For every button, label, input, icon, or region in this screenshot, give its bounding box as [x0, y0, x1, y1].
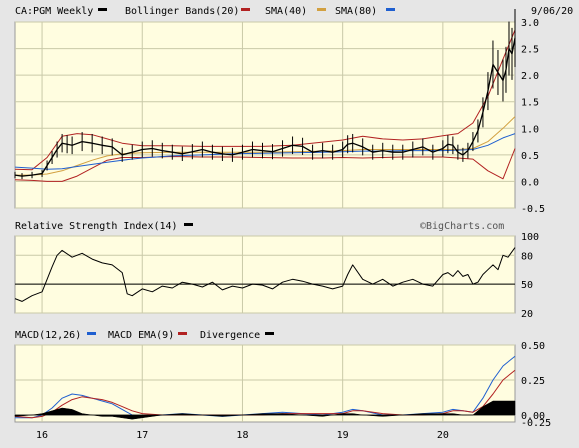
rsi-y-tick-label: 50	[521, 280, 533, 291]
price-series-sma-80	[14, 133, 516, 170]
rsi-plot-area	[14, 235, 516, 314]
price-plot-area	[14, 21, 516, 209]
price-y-tick-label: 1.5	[521, 98, 539, 109]
rsi-legend-swatch	[184, 223, 193, 226]
rsi-y-tick-label: 80	[521, 251, 533, 262]
x-tick-label: 18	[236, 430, 248, 441]
symbol-label: CA:PGM Weekly	[15, 6, 93, 17]
x-tick-label: 20	[437, 430, 449, 441]
x-tick-label: 16	[36, 430, 48, 441]
macd-y-axis: 0.50 0.25 0.00-0.25	[521, 341, 551, 429]
credit-label: ©BigCharts.com	[420, 221, 504, 232]
macd-legend-swatch-0	[87, 332, 96, 335]
legend-label-sma40: SMA(40)	[265, 6, 307, 17]
legend-swatch-bb	[241, 8, 250, 11]
price-y-tick-label: 1.0	[521, 124, 539, 135]
price-marks	[14, 8, 516, 182]
price-series-bb-lower	[14, 148, 516, 182]
macd-y-tick-label: 0.25	[521, 376, 545, 387]
x-axis: 16 17 18 19 20	[36, 430, 449, 441]
macd-marks	[14, 355, 516, 420]
rsi-panel-header: Relative Strength Index(14) ©BigCharts.c…	[15, 221, 504, 232]
macd-legend-label-0: MACD(12,26)	[15, 330, 81, 341]
price-series-price	[14, 37, 516, 177]
rsi-series-relative-strength-index-14	[14, 247, 516, 302]
rsi-y-tick-label: 20	[521, 309, 533, 320]
macd-legend-label-2: Divergence	[200, 330, 260, 341]
x-tick-label: 17	[136, 430, 148, 441]
price-y-tick-label: 3.0	[521, 18, 539, 29]
price-y-axis: 3.0 2.5 2.0 1.5 1.0 0.5 0.0 -0.5	[521, 18, 545, 215]
price-y-tick-label: 2.5	[521, 45, 539, 56]
rsi-y-axis: 100 80 50 20	[521, 232, 539, 320]
price-grid	[15, 21, 515, 209]
price-y-tick-label: 0.0	[521, 177, 539, 188]
macd-legend-swatch-2	[265, 332, 274, 335]
macd-panel-header: MACD(12,26) MACD EMA(9) Divergence	[15, 330, 274, 341]
macd-y-tick-label: 0.00	[521, 411, 545, 422]
x-tick-label: 19	[337, 430, 349, 441]
price-y-tick-label: 0.5	[521, 151, 539, 162]
legend-label-sma80: SMA(80)	[335, 6, 377, 17]
legend-swatch-0	[98, 8, 107, 11]
price-series-bb-upper	[14, 29, 516, 171]
legend-swatch-sma40	[317, 8, 326, 11]
price-y-tick-label: 2.0	[521, 71, 539, 82]
price-y-tick-label: -0.5	[521, 204, 545, 215]
macd-y-tick-label: 0.50	[521, 341, 545, 352]
chart-date: 9/06/20	[531, 6, 573, 17]
macd-y-tick-label: -0.25	[521, 418, 551, 429]
rsi-label: Relative Strength Index(14)	[15, 221, 178, 232]
rsi-y-tick-label: 100	[521, 232, 539, 243]
macd-plot-area	[14, 344, 516, 423]
price-panel-header: CA:PGM Weekly Bollinger Bands(20) SMA(40…	[15, 6, 573, 17]
macd-legend-label-1: MACD EMA(9)	[108, 330, 174, 341]
legend-swatch-sma80	[386, 8, 395, 11]
rsi-marks	[14, 247, 516, 302]
macd-legend-swatch-1	[178, 332, 187, 335]
legend-label-bollinger: Bollinger Bands(20)	[125, 6, 239, 17]
